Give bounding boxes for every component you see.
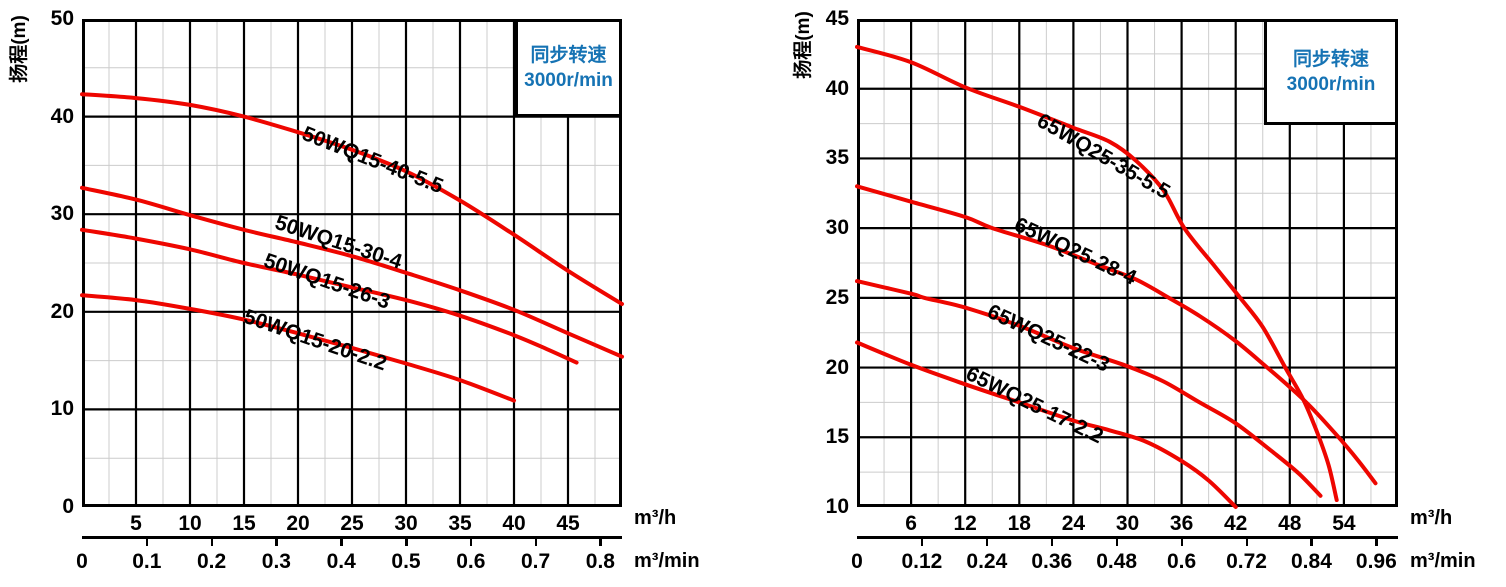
x-tick-label-m3min: 0.3 (261, 550, 291, 573)
x-tick-label-m3h: 25 (340, 512, 364, 535)
x-tick-label-m3h: 54 (1332, 512, 1356, 535)
secondary-axis-tick (405, 536, 408, 546)
flow-unit-m3h-label: m³/h (634, 507, 677, 529)
secondary-axis-tick (1180, 536, 1184, 546)
secondary-axis-tick (145, 536, 149, 546)
secondary-axis-tick (1115, 536, 1119, 546)
x-tick-label-m3h: 42 (1224, 512, 1248, 535)
flow-unit-m3min-label: m³/min (634, 550, 700, 572)
secondary-flow-axis (82, 536, 622, 539)
legend-box: 同步转速 3000r/min (1264, 19, 1398, 125)
secondary-axis-tick (1310, 536, 1313, 546)
pump-curve-50WQ15-40-5.5 (80, 92, 624, 306)
legend-speed-value: 3000r/min (524, 70, 613, 91)
x-tick-label-m3min: 0.12 (901, 550, 943, 573)
x-tick-label-m3h: 6 (905, 512, 917, 535)
pump-curve-50WQ15-20-2.2 (80, 293, 516, 403)
x-tick-label-m3h: 30 (394, 512, 418, 535)
pump-curve-chart-50wq15: 扬程(m) 同步转速 3000r/min m³/h m³/min 50 40 30 2… (9, 7, 700, 573)
pump-curve-65WQ25-28-4 (855, 184, 1378, 486)
x-tick-label-m3min: 0.96 (1355, 550, 1397, 573)
y-tick-label: 40 (50, 104, 74, 128)
x-tick-label-m3h: 30 (1115, 512, 1140, 535)
y-tick-label: 35 (825, 146, 849, 170)
x-tick-label-m3h: 15 (232, 512, 256, 535)
x-tick-label-m3min: 0.6 (456, 550, 486, 573)
x-tick-label-m3min: 0.24 (966, 550, 1008, 573)
secondary-axis-tick (534, 536, 538, 546)
pump-curve-65WQ25-17-2.2 (855, 340, 1238, 509)
x-tick-label-m3h: 48 (1278, 512, 1302, 535)
x-tick-label-m3min: 0.36 (1031, 550, 1073, 573)
x-tick-label-m3min: 0 (851, 550, 863, 573)
y-tick-label: 0 (62, 495, 74, 518)
flow-unit-m3min-label: m³/min (1410, 550, 1476, 572)
y-tick-label: 30 (825, 216, 849, 240)
pump-curve-50WQ15-26-3 (80, 227, 579, 365)
y-tick-label: 30 (50, 202, 74, 226)
y-tick-label: 15 (825, 425, 849, 449)
y-tick-label: 10 (50, 397, 74, 421)
x-tick-label-m3h: 18 (1007, 512, 1031, 535)
secondary-axis-tick (469, 536, 473, 546)
secondary-flow-axis (857, 536, 1398, 539)
x-tick-label-m3min: 0.2 (196, 550, 227, 573)
secondary-axis-tick (920, 536, 924, 546)
flow-unit-m3h-label: m³/h (1410, 507, 1453, 529)
secondary-axis-tick (340, 536, 343, 546)
pump-curve-50WQ15-30-4 (80, 185, 624, 359)
y-tick-label: 25 (825, 285, 849, 309)
secondary-axis-tick (1375, 536, 1378, 546)
y-tick-label: 20 (50, 299, 74, 323)
x-tick-label-m3h: 35 (448, 512, 472, 535)
pump-curve-chart-65wq25: 扬程(m) 同步转速 3000r/min m³/h m³/min 45 40 35 3… (770, 0, 1506, 587)
x-tick-label-m3h: 36 (1169, 512, 1194, 535)
x-tick-label-m3h: 45 (556, 512, 580, 535)
y-tick-label: 45 (825, 7, 849, 30)
y-tick-label: 40 (825, 76, 849, 100)
x-tick-label-m3min: 0.4 (326, 550, 356, 573)
secondary-axis-tick (985, 536, 989, 546)
secondary-axis-tick (599, 536, 602, 546)
x-tick-label-m3h: 5 (130, 512, 142, 535)
pump-curve-65WQ25-35-5.5 (855, 44, 1339, 502)
secondary-axis-tick (210, 536, 214, 546)
x-tick-label-m3h: 12 (953, 512, 977, 535)
x-tick-label-m3min: 0.1 (132, 550, 162, 573)
legend-speed-label: 同步转速 (530, 45, 607, 66)
x-tick-label-m3h: 20 (286, 512, 310, 535)
legend-speed-label: 同步转速 (1292, 49, 1369, 70)
plot-border (857, 19, 1398, 507)
pump-curve-65WQ25-22-3 (855, 279, 1323, 498)
y-tick-label: 10 (825, 495, 849, 518)
x-tick-label-m3h: 24 (1061, 512, 1086, 535)
x-tick-label-m3min: 0.6 (1166, 550, 1197, 573)
x-tick-label-m3h: 40 (502, 512, 526, 535)
secondary-axis-tick (1245, 536, 1249, 546)
secondary-axis-tick (1050, 536, 1054, 546)
x-tick-label-m3min: 0.5 (391, 550, 421, 573)
y-tick-label: 50 (50, 7, 74, 30)
x-tick-label-m3min: 0.84 (1291, 550, 1332, 573)
x-tick-label-m3min: 0.48 (1096, 550, 1138, 573)
plot-border (82, 19, 622, 507)
secondary-axis-tick (275, 536, 278, 546)
x-tick-label-m3min: 0 (76, 550, 88, 573)
legend-box: 同步转速 3000r/min (515, 19, 622, 117)
y-tick-label: 20 (825, 355, 849, 379)
legend-speed-value: 3000r/min (1286, 74, 1376, 95)
x-tick-label-m3min: 0.8 (585, 550, 615, 573)
x-tick-label-m3h: 10 (178, 512, 202, 535)
x-tick-label-m3min: 0.7 (520, 550, 551, 573)
x-tick-label-m3min: 0.72 (1226, 550, 1267, 573)
